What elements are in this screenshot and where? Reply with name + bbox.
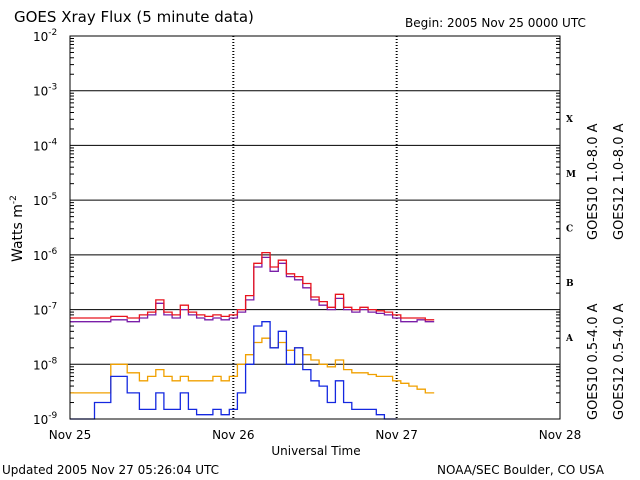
y-tick-base: 10 xyxy=(33,139,48,153)
y-tick-exponent: -3 xyxy=(48,83,57,93)
legend-entry-3: GOES12 0.5-4.0 A xyxy=(612,303,627,420)
flare-class-labels: X M C B A xyxy=(565,115,576,344)
legend-entry-1: GOES12 1.0-8.0 A xyxy=(612,123,627,240)
y-tick-exponent: -7 xyxy=(48,302,57,312)
series-line-3 xyxy=(70,321,397,420)
y-tick-exponent: -9 xyxy=(48,411,57,421)
y-tick-exponent: -8 xyxy=(48,356,57,366)
y-axis-label-sup: -2 xyxy=(9,195,19,204)
x-tick-label: Nov 27 xyxy=(375,428,418,442)
y-axis-labels: 10-210-310-410-510-610-710-810-9 xyxy=(33,28,58,427)
plot-border xyxy=(69,35,561,420)
y-tick-base: 10 xyxy=(33,304,48,318)
series-line-2 xyxy=(70,337,435,394)
flare-class-label: X xyxy=(566,115,573,125)
y-tick-base: 10 xyxy=(33,413,48,427)
flare-class-label: A xyxy=(565,334,574,344)
y-tick-base: 10 xyxy=(33,85,48,99)
y-tick-base: 10 xyxy=(33,358,48,372)
series-line-1 xyxy=(70,251,435,321)
series-lines xyxy=(70,251,435,420)
legend: GOES10 1.0-8.0 A GOES12 1.0-8.0 A GOES10 0… xyxy=(586,123,627,420)
legend-entry-2: GOES10 0.5-4.0 A xyxy=(586,303,601,420)
y-tick-exponent: -6 xyxy=(48,247,57,257)
source-credit: NOAA/SEC Boulder, CO USA xyxy=(437,463,605,477)
y-tick-base: 10 xyxy=(33,194,48,208)
y-tick-label: 10-7 xyxy=(33,302,57,318)
x-tick-label: Nov 26 xyxy=(212,428,255,442)
legend-entry-0: GOES10 1.0-8.0 A xyxy=(586,123,601,240)
y-tick-exponent: -4 xyxy=(48,137,57,147)
y-tick-label: 10-6 xyxy=(33,247,58,263)
y-tick-base: 10 xyxy=(33,249,48,263)
y-tick-label: 10-8 xyxy=(33,356,58,372)
flare-class-label: M xyxy=(566,170,576,180)
series-line-0 xyxy=(70,256,435,323)
updated-timestamp: Updated 2005 Nov 27 05:26:04 UTC xyxy=(2,463,219,477)
begin-date: Begin: 2005 Nov 25 0000 UTC xyxy=(405,16,586,30)
y-tick-label: 10-3 xyxy=(33,83,57,99)
plot-frame xyxy=(69,35,561,420)
x-tick-label: Nov 25 xyxy=(49,428,92,442)
x-axis-labels: Nov 25 Nov 26 Nov 27 Nov 28 xyxy=(49,428,582,442)
y-axis-label-text: Watts m xyxy=(10,204,26,262)
x-axis-label: Universal Time xyxy=(271,444,360,458)
y-tick-base: 10 xyxy=(33,30,48,44)
y-tick-label: 10-5 xyxy=(33,192,57,208)
y-tick-label: 10-9 xyxy=(33,411,58,427)
y-tick-label: 10-4 xyxy=(33,137,58,153)
flare-class-label: B xyxy=(566,279,574,289)
y-tick-exponent: -5 xyxy=(48,192,57,202)
x-tick-label: Nov 28 xyxy=(539,428,582,442)
y-tick-label: 10-2 xyxy=(33,28,57,44)
flare-class-label: C xyxy=(566,225,573,235)
grid-lines xyxy=(70,35,560,420)
chart-title: GOES Xray Flux (5 minute data) xyxy=(14,8,254,26)
y-axis-label: Watts m-2 xyxy=(9,195,26,262)
y-tick-exponent: -2 xyxy=(48,28,57,38)
